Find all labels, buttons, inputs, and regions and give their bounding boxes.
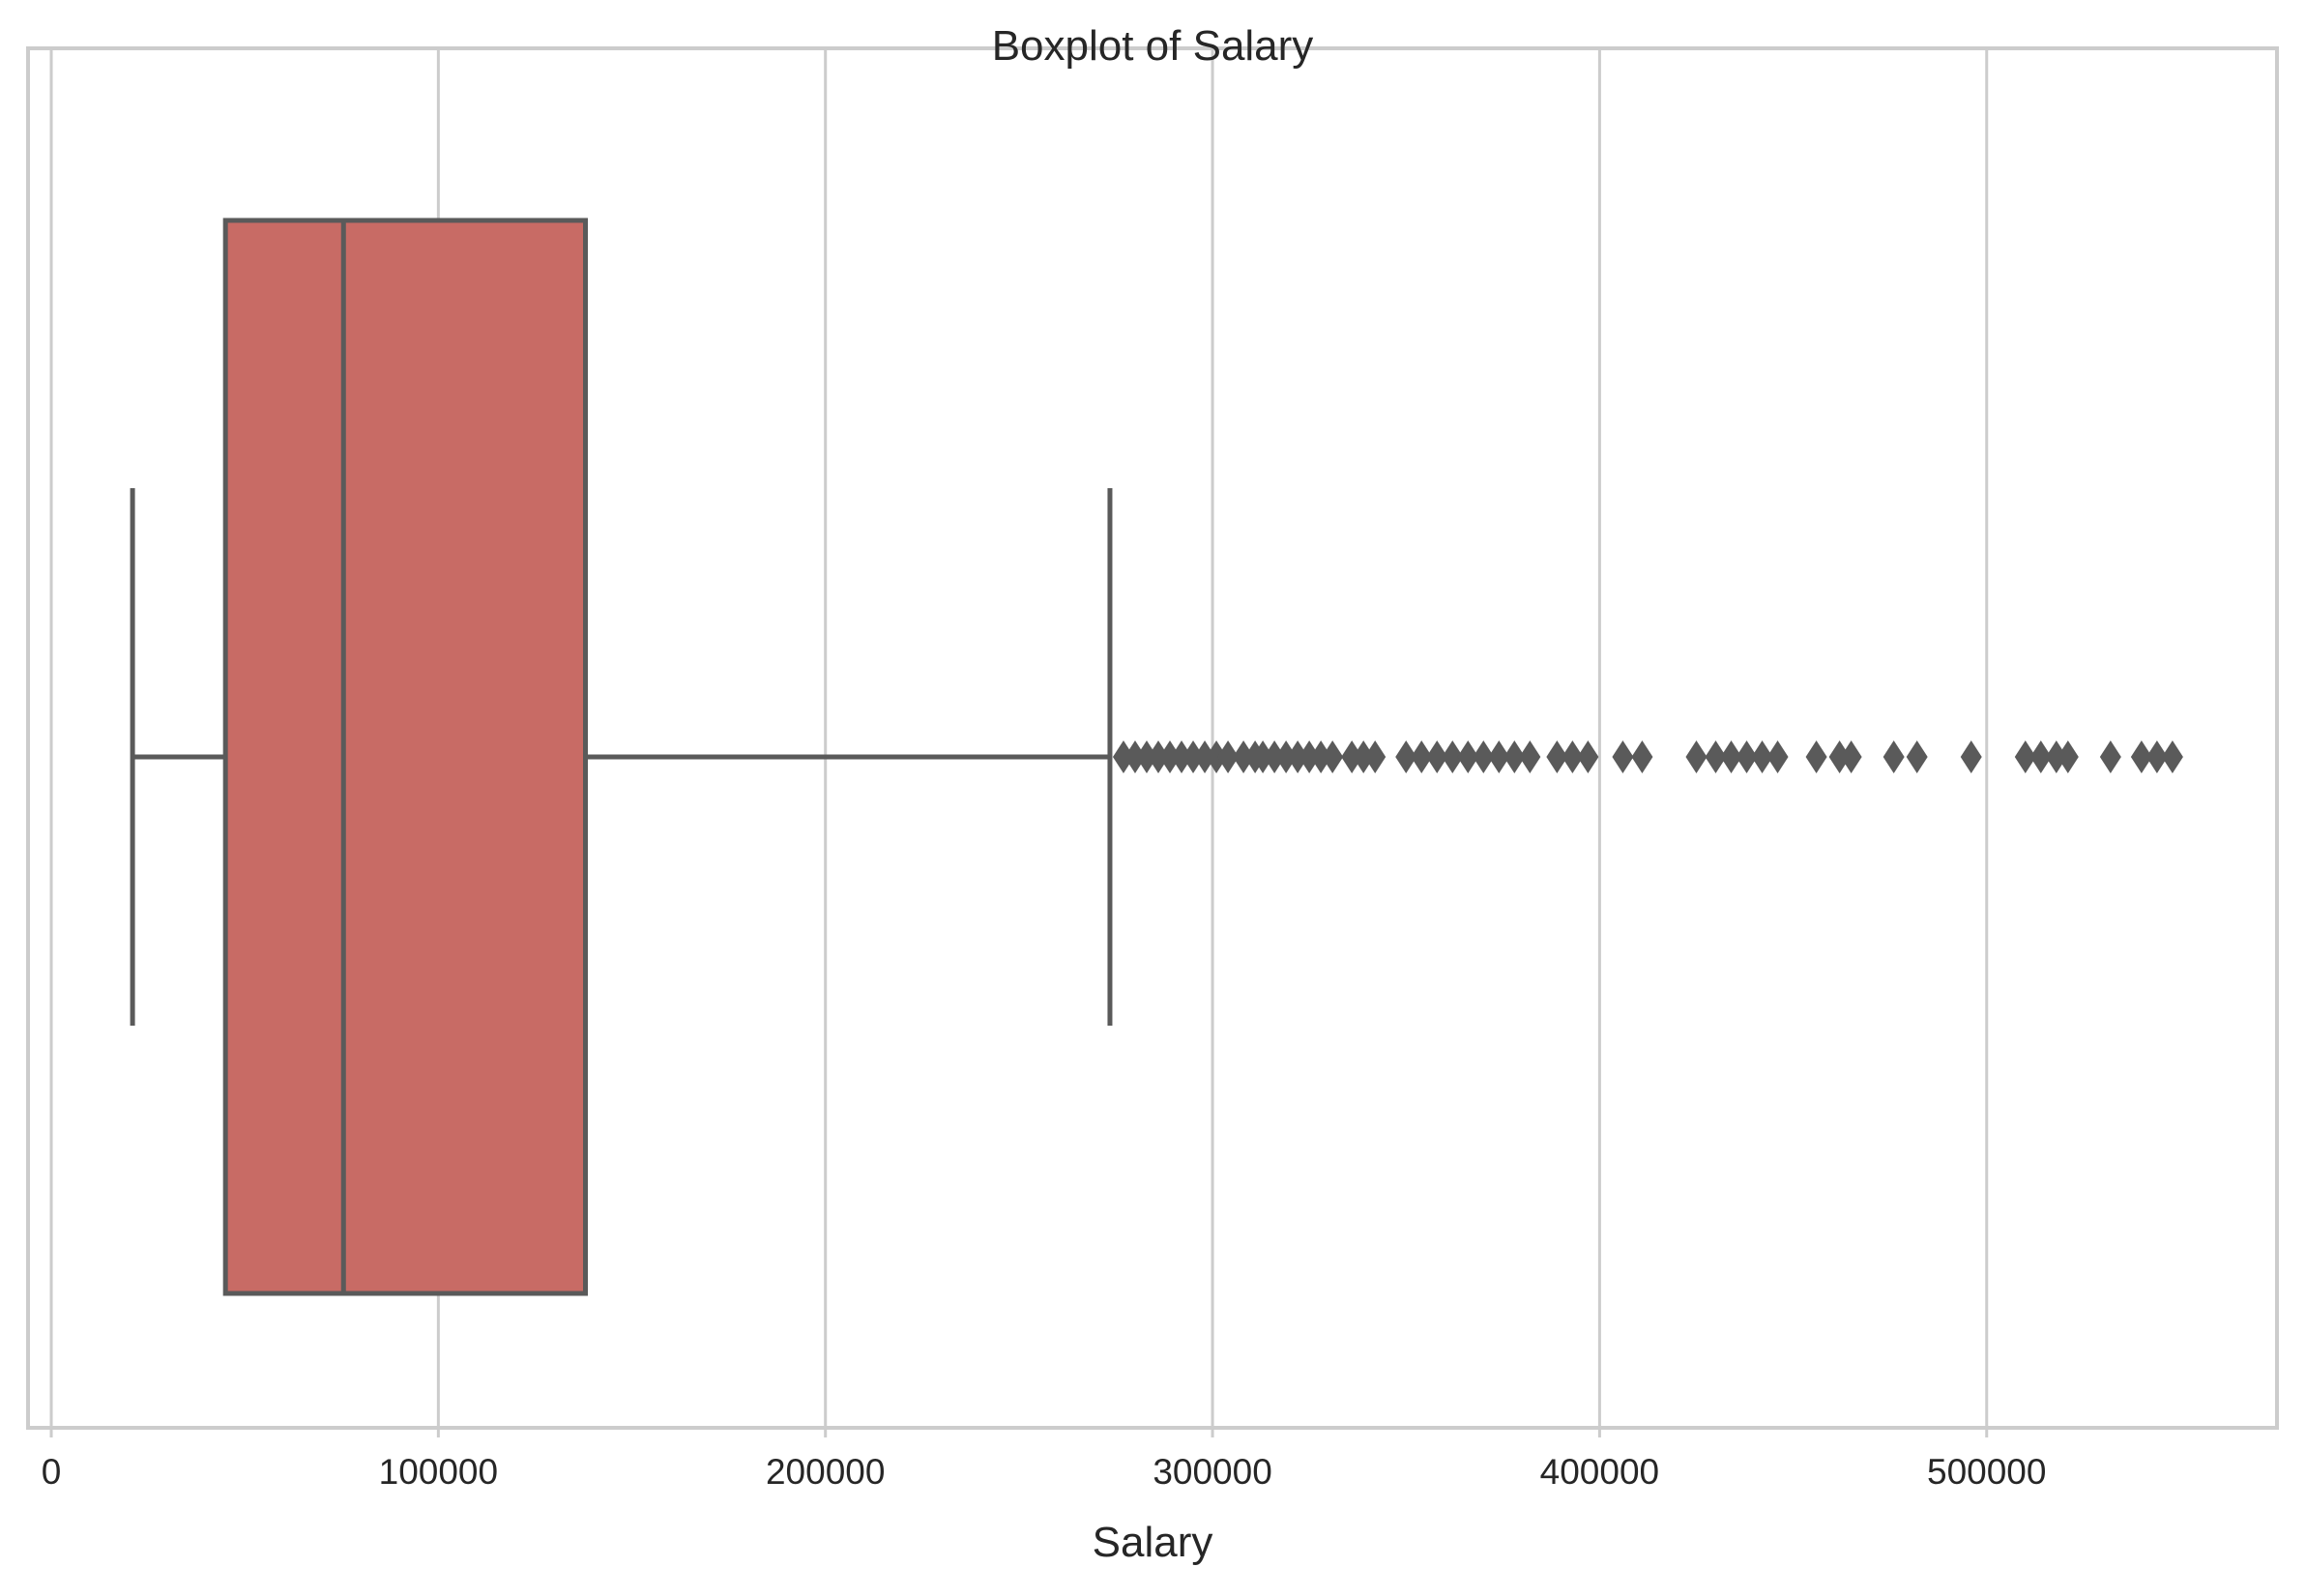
outlier-point	[1705, 740, 1727, 773]
outlier-point	[1577, 740, 1599, 773]
outlier-point	[2130, 740, 2152, 773]
outlier-point	[1766, 740, 1789, 773]
outlier-point	[1395, 740, 1417, 773]
outlier-point	[1562, 740, 1584, 773]
outlier-point	[1322, 740, 1344, 773]
outlier-point	[1353, 740, 1375, 773]
outlier-point	[1299, 740, 1321, 773]
outlier-point	[2029, 740, 2052, 773]
outlier-point	[2099, 740, 2121, 773]
outlier-point	[1960, 740, 1982, 773]
outlier-point	[1805, 740, 1827, 773]
chart-title: Boxplot of Salary	[992, 22, 1314, 70]
x-axis-label: Salary	[1093, 1519, 1213, 1566]
outlier-point	[1685, 740, 1708, 773]
x-tick-label: 0	[42, 1452, 62, 1492]
outlier-point	[1883, 740, 1905, 773]
outlier-point	[1171, 740, 1193, 773]
outlier-point	[1720, 740, 1742, 773]
outlier-point	[1751, 740, 1773, 773]
interquartile-box	[222, 218, 588, 1296]
outlier-point	[1457, 740, 1479, 773]
outlier-point	[2161, 740, 2183, 773]
outlier-point	[1112, 740, 1134, 773]
outlier-point	[1612, 740, 1634, 773]
outlier-point	[1488, 740, 1510, 773]
outlier-point	[1264, 740, 1286, 773]
x-tick-label: 400000	[1540, 1452, 1659, 1492]
outlier-point	[1828, 740, 1851, 773]
outlier-point	[2057, 740, 2079, 773]
outlier-point	[1310, 740, 1332, 773]
outlier-point	[1233, 740, 1255, 773]
outlier-point	[1840, 740, 1862, 773]
outlier-point	[1364, 740, 1387, 773]
outlier-point	[1252, 740, 1274, 773]
outlier-point	[1217, 740, 1240, 773]
outlier-point	[1206, 740, 1228, 773]
outlier-point	[1159, 740, 1182, 773]
x-tick-label: 100000	[379, 1452, 498, 1492]
outlier-point	[1442, 740, 1464, 773]
outlier-point	[1546, 740, 1568, 773]
outlier-point	[1341, 740, 1363, 773]
x-tick-label: 200000	[766, 1452, 885, 1492]
outlier-point	[1473, 740, 1495, 773]
outlier-markers	[1112, 740, 2183, 773]
outlier-point	[1182, 740, 1205, 773]
outlier-point	[1411, 740, 1433, 773]
outlier-point	[1287, 740, 1309, 773]
outlier-point	[1124, 740, 1146, 773]
x-tick-label: 500000	[1927, 1452, 2046, 1492]
outlier-point	[1426, 740, 1448, 773]
outlier-point	[1631, 740, 1653, 773]
outlier-point	[1135, 740, 1157, 773]
outlier-point	[1194, 740, 1216, 773]
box-elements	[130, 218, 1113, 1296]
outlier-point	[1519, 740, 1541, 773]
outlier-point	[1275, 740, 1298, 773]
plot-frame	[26, 46, 2279, 1430]
outlier-point	[1906, 740, 1928, 773]
outlier-point	[2145, 740, 2168, 773]
outlier-point	[1503, 740, 1526, 773]
outlier-point	[1736, 740, 1758, 773]
outlier-point	[2045, 740, 2067, 773]
x-axis-ticks: 0 100000 200000 300000 400000 500000	[42, 1428, 2046, 1492]
outlier-point	[2014, 740, 2036, 773]
outlier-point	[1148, 740, 1170, 773]
x-tick-label: 300000	[1153, 1452, 1271, 1492]
